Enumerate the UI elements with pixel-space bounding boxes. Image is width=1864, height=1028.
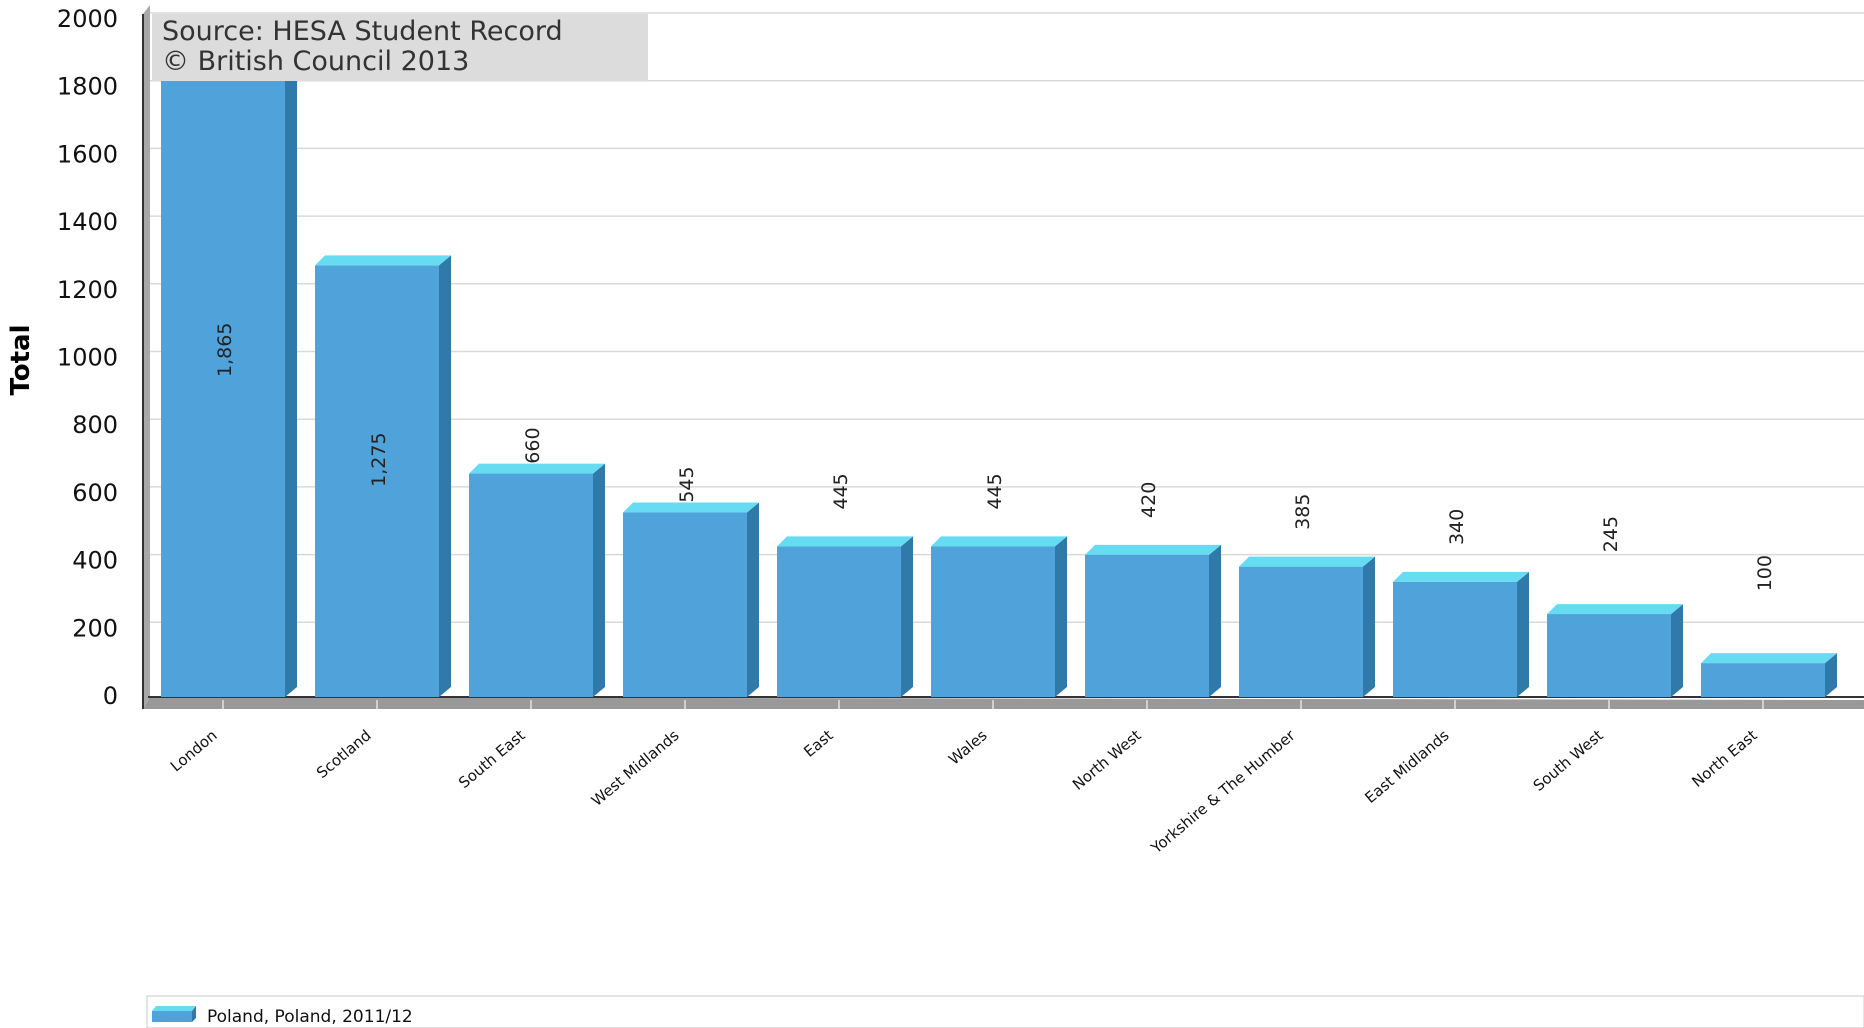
- source-line-1: Source: HESA Student Record: [162, 16, 563, 47]
- source-box: Source: HESA Student Record © British Co…: [152, 14, 648, 81]
- x-tick-label: East Midlands: [1361, 726, 1452, 807]
- legend-frame: [146, 995, 1864, 1028]
- data-label: 245: [1600, 516, 1622, 552]
- bar: [1393, 571, 1529, 697]
- y-axis-wall: [143, 5, 150, 709]
- labels: 0 200 400 600 800 1000 1200 1400 1600 1800 2000 Lon…: [57, 5, 1776, 858]
- y-axis-title: Total: [6, 324, 36, 395]
- x-tick-label: South West: [1530, 726, 1607, 795]
- bars: [161, 55, 1837, 697]
- y-tick-label: 1400: [57, 208, 118, 236]
- source-line-2: © British Council 2013: [162, 46, 469, 77]
- bar: [1085, 544, 1221, 697]
- y-tick-label: 2000: [57, 5, 118, 33]
- legend: Poland, Poland, 2011/12: [146, 995, 1864, 1028]
- data-label: 545: [676, 466, 698, 502]
- y-tick-label: 1200: [57, 276, 118, 304]
- bar: [623, 502, 759, 697]
- bar: [315, 255, 451, 697]
- y-tick-label: 1600: [57, 140, 118, 168]
- x-tick-label: Wales: [945, 726, 991, 768]
- x-tick-label: North East: [1688, 726, 1760, 791]
- legend-swatch: [152, 1006, 196, 1022]
- bar: [1701, 653, 1837, 697]
- data-label: 660: [522, 427, 544, 463]
- data-label: 445: [984, 473, 1006, 509]
- y-tick-label: 200: [72, 614, 118, 642]
- data-label: 1,275: [368, 432, 390, 486]
- y-tick-label: 400: [72, 547, 118, 575]
- data-label: 1,865: [214, 323, 236, 377]
- legend-label: Poland, Poland, 2011/12: [207, 1007, 413, 1027]
- bar: [469, 463, 605, 697]
- x-tick-label: South East: [455, 726, 529, 792]
- bar: [931, 536, 1067, 697]
- x-axis-floor: [143, 697, 1864, 709]
- bar: [777, 536, 913, 697]
- y-tick-label: 1800: [57, 73, 118, 101]
- data-label: 100: [1754, 555, 1776, 591]
- data-label: 445: [830, 473, 852, 509]
- bar: [1239, 556, 1375, 697]
- y-tick-label: 600: [72, 479, 118, 507]
- bar: [161, 55, 297, 697]
- y-tick-label: 1000: [57, 344, 118, 372]
- data-label: 420: [1138, 482, 1160, 518]
- x-tick-label: North West: [1069, 726, 1145, 794]
- x-tick-label: East: [800, 726, 836, 761]
- x-tick-label: West Midlands: [588, 726, 683, 810]
- y-tick-label: 800: [72, 411, 118, 439]
- y-tick-label: 0: [103, 682, 118, 710]
- x-tick-label: Yorkshire & The Humber: [1147, 726, 1299, 858]
- data-label: 340: [1446, 509, 1468, 545]
- bar: [1547, 604, 1683, 697]
- x-tick-label: Scotland: [313, 726, 375, 782]
- data-label: 385: [1292, 494, 1314, 530]
- x-tick-label: London: [167, 726, 221, 775]
